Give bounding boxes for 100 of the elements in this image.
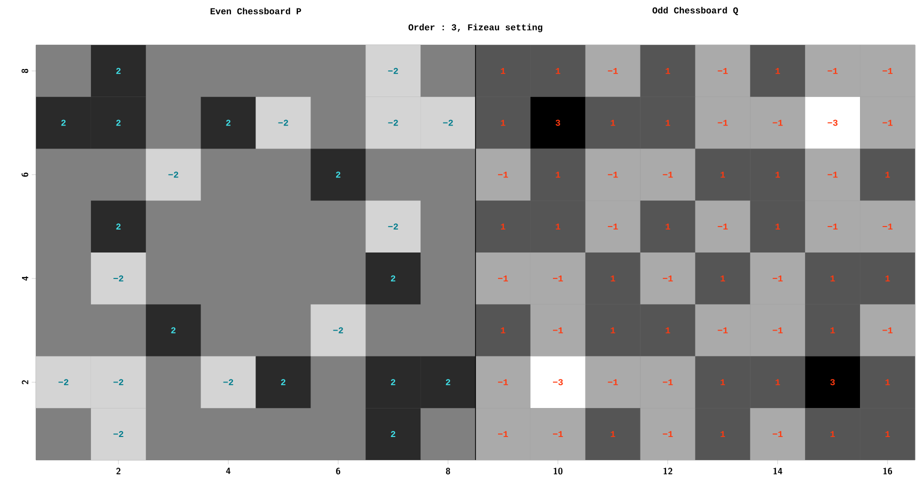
data-label: 2	[226, 120, 230, 126]
data-label: −1	[772, 120, 783, 126]
data-label: −1	[882, 224, 893, 230]
x-tick-label: 6	[336, 468, 340, 474]
data-label: −1	[498, 379, 508, 386]
data-label: 1	[500, 327, 506, 334]
data-label: −1	[718, 120, 728, 126]
data-label: −2	[113, 379, 124, 386]
data-label: −1	[772, 431, 783, 438]
data-label: −1	[882, 120, 893, 126]
data-label: 1	[830, 327, 835, 334]
data-label: −1	[828, 224, 838, 230]
data-label: 1	[610, 431, 616, 438]
data-label: 1	[666, 327, 670, 334]
data-label: −1	[662, 431, 673, 438]
data-label: 1	[776, 224, 780, 230]
data-label: 2	[171, 327, 176, 334]
data-label: −2	[113, 431, 124, 438]
data-label: 2	[281, 379, 286, 386]
x-tick-label: 14	[773, 468, 782, 474]
data-label: 2	[336, 172, 340, 178]
data-label: 2	[446, 379, 450, 386]
data-label: 1	[500, 224, 506, 230]
data-label: 2	[390, 275, 396, 282]
data-label: −3	[828, 120, 838, 126]
data-label: −1	[772, 275, 783, 282]
x-tick-label: 2	[116, 468, 120, 474]
data-label: 1	[500, 68, 506, 74]
data-label: 1	[610, 327, 616, 334]
data-label: −1	[552, 327, 563, 334]
data-label: −1	[608, 68, 618, 74]
data-label: −2	[333, 327, 344, 334]
data-label: −3	[552, 379, 563, 386]
data-label: −1	[498, 431, 508, 438]
data-label: 1	[885, 431, 890, 438]
data-label: −1	[552, 275, 563, 282]
data-label: −2	[388, 68, 398, 74]
y-tick-label: 4	[22, 276, 28, 281]
data-label: −1	[772, 327, 783, 334]
data-label: 1	[830, 275, 835, 282]
data-label: −2	[278, 120, 288, 126]
y-tick-label: 2	[22, 380, 28, 384]
data-label: 1	[666, 224, 670, 230]
data-label: 1	[885, 275, 890, 282]
text: Even Chessboard P	[210, 8, 302, 14]
data-label: 1	[500, 120, 506, 126]
data-label: 2	[390, 379, 396, 386]
data-label: 3	[556, 120, 560, 126]
data-label: −1	[608, 224, 618, 230]
data-label: −1	[828, 68, 838, 74]
data-label: 1	[556, 172, 560, 178]
data-label: 1	[666, 68, 670, 74]
data-label: −1	[498, 275, 508, 282]
chart-title: Order : 3, Fizeau setting	[408, 24, 542, 32]
y-tick-label: 8	[22, 68, 28, 73]
data-label: −1	[828, 172, 838, 178]
data-label: −1	[882, 68, 893, 74]
data-label: 1	[776, 68, 780, 74]
data-label: −1	[662, 379, 673, 386]
text: Odd Chessboard Q	[652, 6, 738, 16]
data-label: 2	[116, 224, 121, 230]
y-tick-label: 6	[22, 172, 28, 177]
data-label: 1	[610, 120, 616, 126]
data-label: 1	[720, 172, 726, 178]
data-label: 1	[776, 172, 780, 178]
data-label: −1	[662, 275, 673, 282]
data-label: −1	[552, 431, 563, 438]
data-label: −2	[443, 120, 453, 126]
x-tick-label: 8	[446, 468, 450, 474]
data-label: −2	[58, 379, 68, 386]
x-tick-label: 12	[664, 468, 672, 474]
data-label: −1	[882, 327, 893, 334]
data-label: 1	[720, 379, 726, 386]
data-label: −1	[498, 172, 508, 178]
data-label: −2	[168, 172, 178, 178]
data-label: 1	[556, 68, 560, 74]
data-label: −1	[608, 379, 618, 386]
data-label: −1	[718, 68, 728, 74]
x-tick-label: 16	[883, 468, 892, 474]
data-label: 1	[610, 275, 616, 282]
data-label: 1	[666, 120, 670, 126]
data-label: −1	[662, 172, 673, 178]
data-label: 3	[830, 379, 835, 386]
data-label: 2	[61, 120, 66, 126]
data-label: 2	[116, 68, 121, 74]
data-label: −1	[718, 327, 728, 334]
data-label: −2	[388, 224, 398, 230]
data-label: −2	[388, 120, 398, 126]
data-label: 1	[776, 379, 780, 386]
data-label: −2	[113, 275, 124, 282]
x-tick-label: 4	[226, 468, 230, 474]
data-label: 1	[885, 172, 890, 178]
data-label: −2	[223, 379, 234, 386]
data-label: −1	[718, 224, 728, 230]
data-label: 1	[556, 224, 560, 230]
data-label: −1	[608, 172, 618, 178]
data-label: 2	[116, 120, 121, 126]
data-label: 1	[720, 431, 726, 438]
data-label: 1	[885, 379, 890, 386]
data-label: 1	[830, 431, 835, 438]
